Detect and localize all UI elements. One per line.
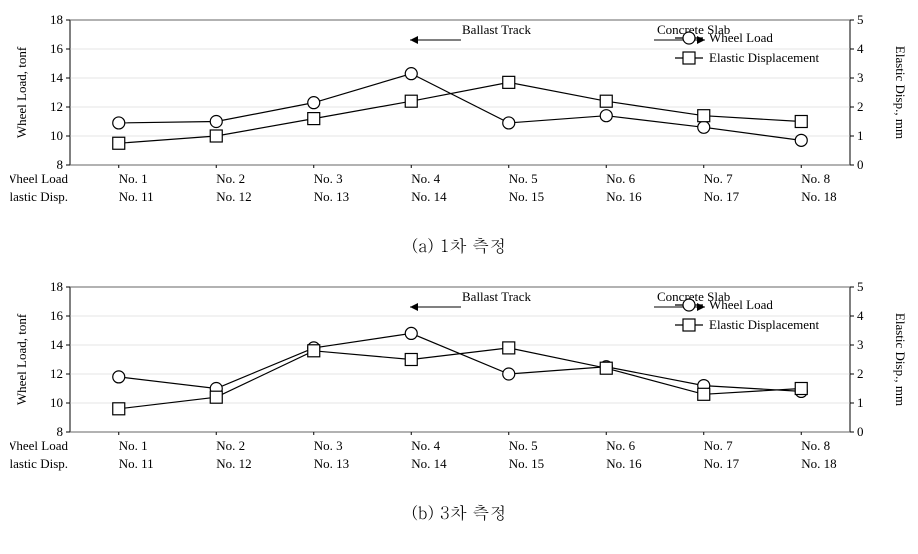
svg-text:Elastic Disp., mm: Elastic Disp., mm	[893, 313, 908, 406]
svg-text:Elastic Disp., mm: Elastic Disp., mm	[893, 46, 908, 139]
svg-text:4: 4	[857, 41, 864, 56]
svg-text:3: 3	[857, 70, 864, 85]
svg-text:Ballast Track: Ballast Track	[462, 22, 531, 37]
caption-b: (b) 3차 측정	[10, 500, 908, 524]
svg-text:No. 8: No. 8	[801, 171, 830, 186]
svg-text:No. 15: No. 15	[509, 189, 544, 204]
svg-text:No. 5: No. 5	[509, 171, 538, 186]
svg-text:No. 3: No. 3	[314, 438, 343, 453]
svg-text:Ballast Track: Ballast Track	[462, 289, 531, 304]
svg-text:No. 4: No. 4	[411, 438, 440, 453]
svg-text:Wheel Load: Wheel Load	[709, 30, 773, 45]
svg-text:2: 2	[857, 99, 864, 114]
svg-text:No. 18: No. 18	[801, 189, 836, 204]
svg-text:No. 17: No. 17	[704, 456, 740, 471]
svg-text:5: 5	[857, 279, 864, 294]
svg-text:No. 15: No. 15	[509, 456, 544, 471]
chart-b-svg: 81012141618012345Wheel Load, tonfElastic…	[10, 277, 910, 487]
svg-text:No. 16: No. 16	[606, 456, 642, 471]
svg-text:12: 12	[50, 366, 63, 381]
svg-text:No. 14: No. 14	[411, 189, 447, 204]
svg-text:Wheel Load: Wheel Load	[709, 297, 773, 312]
svg-text:Wheel Load, tonf: Wheel Load, tonf	[14, 313, 29, 405]
svg-text:1: 1	[857, 395, 864, 410]
svg-text:No. 6: No. 6	[606, 438, 635, 453]
svg-text:3: 3	[857, 337, 864, 352]
svg-text:Elastic Disp.: Elastic Disp.	[10, 456, 68, 471]
caption-a: (a) 1차 측정	[10, 233, 908, 257]
svg-text:No. 16: No. 16	[606, 189, 642, 204]
svg-text:No. 4: No. 4	[411, 171, 440, 186]
svg-text:No. 14: No. 14	[411, 456, 447, 471]
svg-text:2: 2	[857, 366, 864, 381]
svg-text:16: 16	[50, 41, 64, 56]
figure-b: 81012141618012345Wheel Load, tonfElastic…	[10, 277, 908, 524]
svg-text:No. 8: No. 8	[801, 438, 830, 453]
svg-text:No. 18: No. 18	[801, 456, 836, 471]
svg-text:10: 10	[50, 395, 63, 410]
svg-text:Elastic Disp.: Elastic Disp.	[10, 189, 68, 204]
svg-text:No. 3: No. 3	[314, 171, 343, 186]
svg-text:10: 10	[50, 128, 63, 143]
svg-text:14: 14	[50, 70, 64, 85]
svg-text:No. 12: No. 12	[216, 456, 251, 471]
svg-text:0: 0	[857, 424, 864, 439]
svg-text:14: 14	[50, 337, 64, 352]
svg-text:5: 5	[857, 12, 864, 27]
svg-text:No. 2: No. 2	[216, 171, 245, 186]
svg-text:18: 18	[50, 279, 63, 294]
svg-text:No. 1: No. 1	[119, 171, 148, 186]
svg-text:No. 17: No. 17	[704, 189, 740, 204]
svg-text:No. 13: No. 13	[314, 456, 349, 471]
svg-text:No. 13: No. 13	[314, 189, 349, 204]
svg-text:No. 1: No. 1	[119, 438, 148, 453]
svg-text:No. 12: No. 12	[216, 189, 251, 204]
svg-text:Elastic Displacement: Elastic Displacement	[709, 317, 819, 332]
svg-text:Wheel Load: Wheel Load	[10, 171, 68, 186]
svg-text:18: 18	[50, 12, 63, 27]
svg-text:1: 1	[857, 128, 864, 143]
svg-text:No. 7: No. 7	[704, 438, 733, 453]
chart-a-svg: 81012141618012345Wheel Load, tonfElastic…	[10, 10, 910, 220]
svg-text:No. 11: No. 11	[119, 189, 154, 204]
svg-text:Wheel Load: Wheel Load	[10, 438, 68, 453]
svg-text:0: 0	[857, 157, 864, 172]
svg-text:No. 11: No. 11	[119, 456, 154, 471]
svg-text:4: 4	[857, 308, 864, 323]
svg-text:16: 16	[50, 308, 64, 323]
svg-text:No. 6: No. 6	[606, 171, 635, 186]
svg-text:8: 8	[57, 424, 64, 439]
svg-text:8: 8	[57, 157, 64, 172]
svg-text:12: 12	[50, 99, 63, 114]
svg-text:No. 2: No. 2	[216, 438, 245, 453]
svg-text:No. 5: No. 5	[509, 438, 538, 453]
svg-text:Elastic Displacement: Elastic Displacement	[709, 50, 819, 65]
svg-text:Wheel Load, tonf: Wheel Load, tonf	[14, 46, 29, 138]
svg-text:No. 7: No. 7	[704, 171, 733, 186]
figure-a: 81012141618012345Wheel Load, tonfElastic…	[10, 10, 908, 257]
